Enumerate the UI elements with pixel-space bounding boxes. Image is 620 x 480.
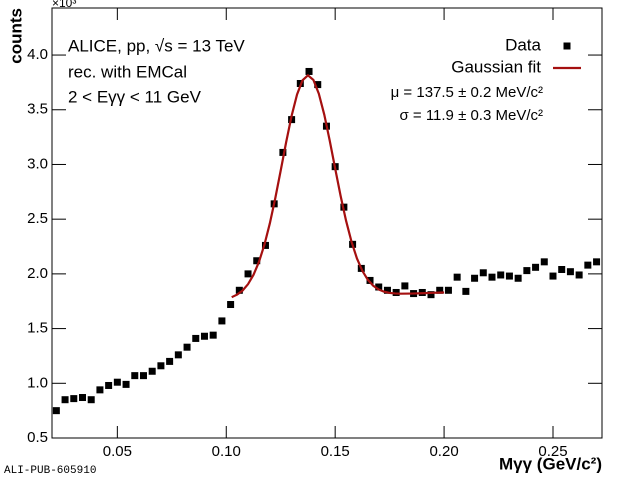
data-point <box>462 287 470 295</box>
data-point <box>157 362 165 370</box>
footer-id: ALI-PUB-605910 <box>4 465 96 477</box>
data-point <box>279 148 287 156</box>
legend-label: Gaussian fit <box>451 57 541 76</box>
data-point <box>540 258 548 266</box>
data-point <box>200 332 208 340</box>
x-tick-label: 0.25 <box>538 443 567 460</box>
data-point <box>131 372 139 380</box>
data-point <box>566 268 574 276</box>
y-scale-label: ×10³ <box>52 0 76 10</box>
data-point <box>244 270 252 278</box>
data-point <box>166 357 174 365</box>
legend-label: Data <box>505 35 541 54</box>
x-tick-label: 0.10 <box>212 443 241 460</box>
fit-result: σ = 11.9 ± 0.3 MeV/c² <box>399 107 543 124</box>
fit-result: μ = 137.5 ± 0.2 MeV/c² <box>391 84 543 101</box>
annotation: ALICE, pp, √s = 13 TeV <box>68 36 245 55</box>
data-point <box>375 283 383 291</box>
annotation: 2 < Eγγ < 11 GeV <box>68 87 202 106</box>
data-point <box>96 386 104 394</box>
data-point <box>549 272 557 280</box>
data-point <box>183 343 191 351</box>
data-point <box>523 267 531 275</box>
data-point <box>488 273 496 281</box>
data-point <box>209 331 217 339</box>
data-point <box>113 378 121 386</box>
fit-line <box>231 73 445 299</box>
data-point <box>52 407 60 415</box>
data-point <box>227 301 235 309</box>
data-point <box>497 271 505 279</box>
data-point <box>305 67 313 75</box>
data-point <box>218 317 226 325</box>
data-point <box>122 380 130 388</box>
data-point <box>87 396 95 404</box>
data-point <box>105 381 113 389</box>
data-point <box>471 274 479 282</box>
data-point <box>593 258 601 266</box>
y-tick-label: 3.5 <box>27 101 48 118</box>
y-tick-label: 4.0 <box>27 46 48 63</box>
data-point <box>444 286 452 294</box>
data-point <box>514 274 522 282</box>
x-tick-label: 0.15 <box>321 443 350 460</box>
data-point <box>575 271 583 279</box>
data-point <box>532 263 540 271</box>
x-tick-label: 0.05 <box>103 443 132 460</box>
y-tick-label: 2.0 <box>27 265 48 282</box>
data-point <box>61 396 69 404</box>
data-point <box>235 286 243 294</box>
data-point <box>253 257 261 265</box>
data-point <box>436 286 444 294</box>
data-point <box>139 372 147 380</box>
x-axis-label: Mγγ (GeV/c²) <box>499 454 602 473</box>
data-point <box>584 261 592 269</box>
data-point <box>261 241 269 249</box>
data-point <box>192 334 200 342</box>
data-point <box>70 395 78 403</box>
data-point <box>479 269 487 277</box>
data-point <box>558 266 566 274</box>
data-point <box>453 273 461 281</box>
data-point <box>174 351 182 359</box>
y-tick-label: 3.0 <box>27 155 48 172</box>
legend-swatch <box>563 42 571 50</box>
y-tick-label: 0.5 <box>27 429 48 446</box>
data-point <box>427 291 435 299</box>
data-point <box>366 276 374 284</box>
y-tick-label: 1.5 <box>27 320 48 337</box>
data-point <box>148 367 156 375</box>
annotation: rec. with EMCal <box>68 62 187 81</box>
data-point <box>78 394 86 402</box>
y-tick-label: 1.0 <box>27 374 48 391</box>
plot-frame <box>51 7 603 439</box>
data-point <box>401 282 409 290</box>
data-point <box>383 286 391 294</box>
x-tick-label: 0.20 <box>429 443 458 460</box>
data-point <box>505 272 513 280</box>
y-tick-label: 2.5 <box>27 210 48 227</box>
y-axis-label: counts <box>6 8 25 64</box>
data-point <box>314 81 322 89</box>
